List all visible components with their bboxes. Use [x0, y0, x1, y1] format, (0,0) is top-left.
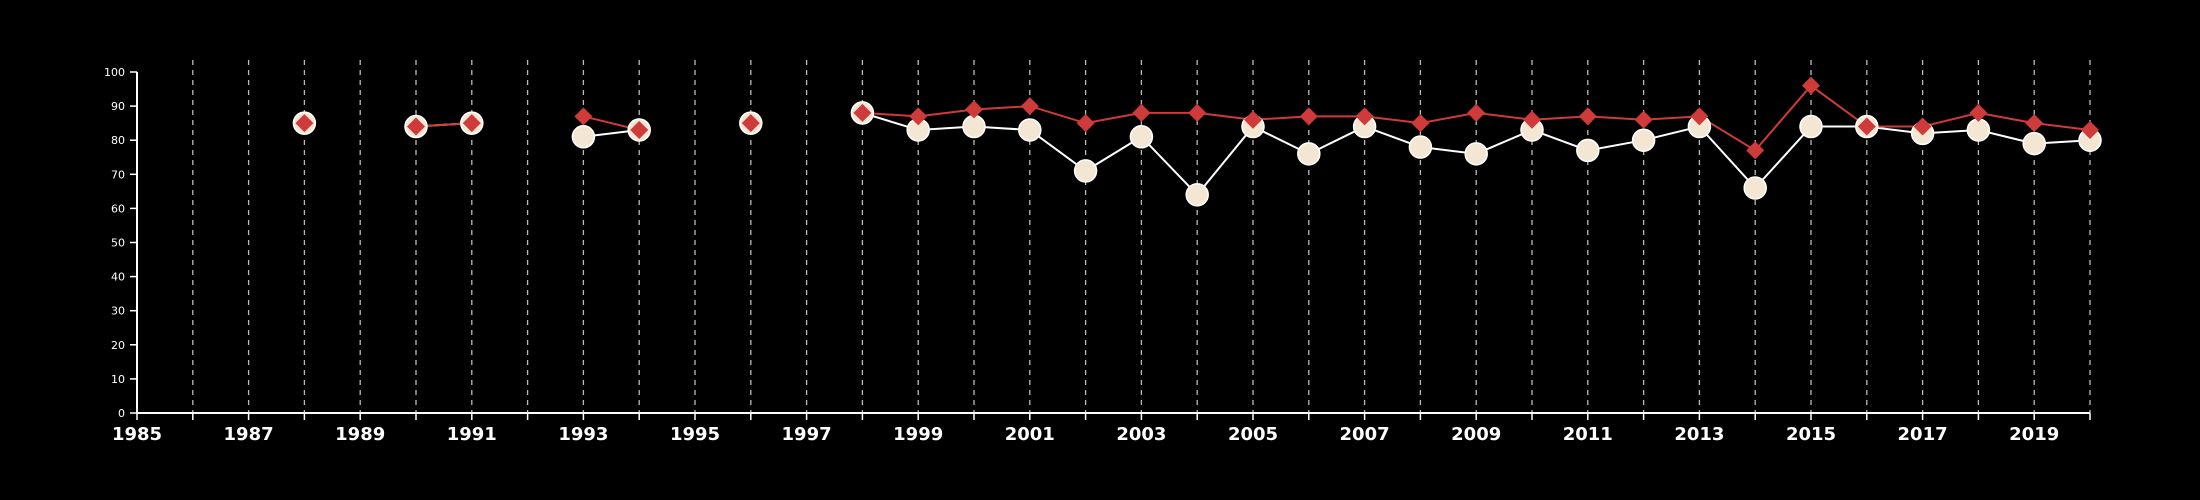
x-tick-label: 1999 — [893, 424, 943, 445]
series-red-point — [1969, 103, 1988, 122]
series-red-point — [1802, 76, 1820, 95]
series-white-point — [1464, 142, 1488, 166]
series-red-point — [965, 100, 983, 119]
series-white-point — [571, 125, 596, 149]
y-tick-label: 40 — [111, 271, 125, 284]
series-red-point — [853, 103, 872, 122]
y-tick-label: 0 — [118, 407, 125, 420]
x-tick-label: 1993 — [558, 424, 608, 445]
series-red-point — [295, 114, 314, 133]
series-red-point — [1578, 107, 1597, 126]
series-red-point — [1467, 103, 1486, 122]
series-white-point — [1297, 142, 1321, 166]
series-red-point — [1523, 110, 1541, 129]
series-red-point — [1411, 114, 1430, 133]
axes: 0 10 20 30 40 50 60 70 80 90 100 1985 1987 1989 1991 19… — [104, 66, 2091, 445]
grid-lines — [192, 60, 2091, 413]
series-white-point — [1743, 176, 1767, 200]
series-red-point — [1913, 117, 1932, 136]
series-red-point — [1690, 107, 1709, 126]
series-white-point — [1631, 128, 1656, 152]
x-tick-label: 1991 — [447, 424, 497, 445]
x-tick-label: 1997 — [782, 424, 832, 445]
series-white-point — [1966, 118, 1991, 142]
series-white-point — [1129, 125, 1154, 149]
series-red-point — [909, 107, 928, 126]
series-red-point — [1076, 114, 1095, 133]
series-red-point — [1355, 107, 1374, 126]
series-red-point — [1857, 117, 1876, 136]
x-tick-label: 1995 — [670, 424, 720, 445]
series-red-point — [630, 120, 649, 139]
y-tick-label: 30 — [111, 305, 125, 318]
series-red-point — [2025, 114, 2044, 133]
series-white-point — [1185, 183, 1209, 207]
series-red-point — [1020, 97, 1039, 116]
series-white-point — [1799, 114, 1823, 139]
x-tick-label: 2017 — [1898, 424, 1948, 445]
x-tick-label: 1989 — [335, 424, 385, 445]
x-tick-label: 1987 — [224, 424, 274, 445]
data-series — [292, 76, 2102, 207]
y-tick-label: 60 — [111, 202, 125, 215]
series-white-point — [1408, 135, 1433, 159]
series-red-point — [462, 114, 481, 133]
series-red-point — [1132, 103, 1151, 122]
series-red-point — [741, 114, 760, 133]
x-tick-label: 2007 — [1340, 424, 1390, 445]
x-tick-label: 2011 — [1563, 424, 1613, 445]
x-tick-label: 2001 — [1005, 424, 1055, 445]
x-tick-label: 2005 — [1228, 424, 1278, 445]
x-tick-label: 1985 — [112, 424, 162, 445]
y-tick-label: 20 — [111, 339, 125, 352]
series-red-point — [1746, 141, 1765, 160]
series-white-point — [1018, 118, 1042, 142]
series-red-point — [1188, 103, 1207, 122]
x-tick-label: 2003 — [1116, 424, 1166, 445]
x-tick-label: 2013 — [1674, 424, 1724, 445]
series-red-point — [2081, 120, 2099, 139]
y-tick-label: 90 — [111, 100, 125, 113]
y-tick-label: 70 — [111, 168, 125, 181]
series-red-point — [1244, 110, 1262, 129]
x-tick-label: 2015 — [1786, 424, 1836, 445]
series-white-point — [2022, 131, 2046, 156]
series-red-point — [1299, 107, 1318, 126]
x-tick-label: 2009 — [1451, 424, 1501, 445]
series-white-point — [1576, 138, 1600, 163]
y-tick-label: 80 — [111, 134, 125, 147]
y-tick-label: 50 — [111, 237, 125, 250]
series-white-point — [962, 114, 986, 139]
y-tick-label: 10 — [111, 373, 125, 386]
series-red-point — [407, 117, 425, 136]
series-red-point — [1634, 110, 1653, 129]
series-red-point — [574, 107, 593, 126]
y-tick-label: 100 — [104, 66, 125, 79]
x-tick-label: 2019 — [2009, 424, 2059, 445]
series-white-point — [1073, 159, 1098, 183]
